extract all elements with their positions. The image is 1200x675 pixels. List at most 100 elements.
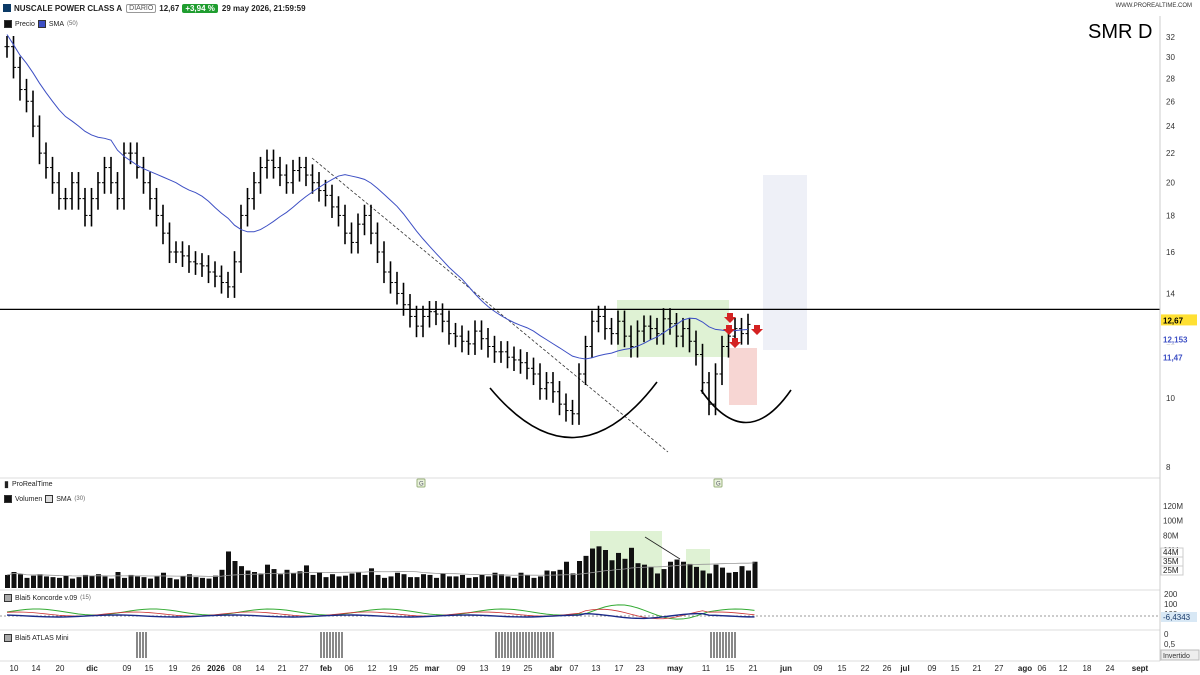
volume-bar — [37, 574, 43, 588]
ohlc-bar — [602, 305, 608, 340]
atlas-bar — [546, 632, 548, 658]
volume-bar — [746, 570, 751, 588]
ohlc-bar — [251, 172, 257, 210]
chart-header: NUSCALE POWER CLASS A DIARIO 12,67 +3,94… — [0, 0, 1200, 16]
x-axis-tick: 19 — [169, 664, 178, 673]
ohlc-bar — [193, 251, 198, 275]
x-axis-tick: dic — [86, 664, 98, 673]
volume-bar — [284, 569, 290, 588]
atlas-legend[interactable]: Blai5 ATLAS Mini — [4, 634, 69, 642]
period-badge[interactable]: DIARIO — [126, 3, 157, 13]
atlas-bar — [525, 632, 527, 658]
volume-bar — [70, 578, 75, 588]
atlas-bar — [722, 632, 724, 658]
ohlc-bar — [219, 265, 224, 294]
ohlc-bar — [472, 320, 478, 355]
atlas-bar — [552, 632, 554, 658]
volume-bar — [648, 566, 654, 588]
ohlc-bar — [24, 78, 29, 113]
ohlc-bar — [544, 372, 549, 400]
ohlc-bar — [43, 142, 49, 179]
atlas-bar — [145, 632, 147, 658]
volume-bar — [83, 574, 88, 588]
down-arrow-icon — [751, 325, 763, 335]
ohlc-bar — [102, 156, 107, 194]
atlas-bar — [338, 632, 340, 658]
volume-bar — [200, 577, 205, 588]
legend-vol-sma-param: (30) — [74, 496, 86, 502]
volume-bar — [232, 561, 238, 588]
volume-bar — [551, 571, 556, 588]
handle-arc[interactable] — [700, 389, 792, 424]
volume-bar — [726, 572, 732, 588]
ohlc-bar — [4, 35, 10, 58]
price-series[interactable] — [4, 34, 751, 425]
cup-arc[interactable] — [489, 381, 658, 439]
volume-bar — [239, 566, 244, 588]
price-legend[interactable]: Precio SMA (50) — [4, 20, 78, 28]
site-url[interactable]: WWW.PROREALTIME.COM — [1115, 3, 1192, 9]
koncorde-legend[interactable]: Blai5 Koncorde v.09 (15) — [4, 594, 91, 602]
x-axis-tick: 14 — [256, 664, 265, 673]
osc-blue-line — [6, 612, 755, 620]
legend-koncorde-param: (15) — [80, 595, 91, 601]
axes: 32 30 28 26 24 22 20 18 16 14 12 10 8 SMR D 12,67 12,15… — [0, 16, 1200, 673]
x-axis-tick: 13 — [480, 664, 489, 673]
ohlc-bar — [433, 301, 439, 326]
volume-bar — [603, 550, 608, 588]
ohlc-bar — [11, 35, 16, 79]
atlas-bar — [326, 632, 328, 658]
volume-badge: 25M — [1163, 566, 1179, 575]
g-marker-label: G — [419, 482, 424, 488]
ohlc-bar — [50, 156, 55, 194]
volume-bar — [96, 574, 101, 588]
volume-series[interactable] — [5, 546, 758, 588]
ohlc-bar — [674, 313, 679, 348]
volume-bar — [473, 577, 478, 588]
volume-bar — [382, 577, 387, 588]
volume-bar — [512, 577, 517, 588]
volume-bar — [213, 575, 218, 588]
ohlc-bar — [739, 317, 744, 345]
legend-volume: Volumen — [15, 495, 43, 503]
atlas-bar — [142, 632, 144, 658]
volume-bar — [557, 569, 563, 588]
ohlc-bar — [173, 241, 179, 264]
ohlc-bar — [453, 322, 458, 348]
volume-bar — [297, 571, 303, 588]
koncorde-series — [0, 604, 1160, 620]
volume-bar — [89, 575, 95, 588]
atlas-bar — [513, 632, 515, 658]
atlas-bar — [731, 632, 733, 658]
volume-bar — [18, 574, 23, 588]
change-badge: +3,94 % — [182, 3, 218, 13]
symbol-title[interactable]: NUSCALE POWER CLASS A — [14, 3, 123, 13]
ohlc-bar — [63, 187, 68, 210]
osc-y-tick: 100 — [1164, 600, 1178, 609]
volume-bar — [583, 555, 589, 588]
volume-bar — [544, 570, 550, 588]
ohlc-bar — [693, 330, 699, 366]
volume-bar — [401, 574, 407, 588]
ohlc-bar — [680, 317, 686, 348]
volume-legend[interactable]: Volumen SMA (30) — [4, 495, 85, 503]
prorealtime-label: ▮ ProRealTime — [4, 479, 53, 490]
ohlc-bar — [511, 346, 517, 371]
atlas-bar — [522, 632, 524, 658]
volume-trend-line[interactable] — [644, 536, 681, 560]
x-axis-tick: 27 — [995, 664, 1004, 673]
volume-bar — [408, 577, 413, 588]
ohlc-bar — [147, 172, 153, 210]
ohlc-bar — [700, 343, 705, 394]
ohlc-bar — [557, 381, 562, 416]
ohlc-bar — [297, 156, 302, 182]
x-axis-tick: 07 — [570, 664, 579, 673]
trendline-dashed[interactable] — [311, 157, 669, 453]
ohlc-bar — [427, 301, 432, 328]
price-y-tick: 16 — [1166, 248, 1175, 257]
atlas-bar — [728, 632, 730, 658]
ohlc-bar — [30, 90, 36, 138]
g-marker-icon — [416, 478, 426, 488]
x-axis-tick: jun — [779, 664, 792, 673]
